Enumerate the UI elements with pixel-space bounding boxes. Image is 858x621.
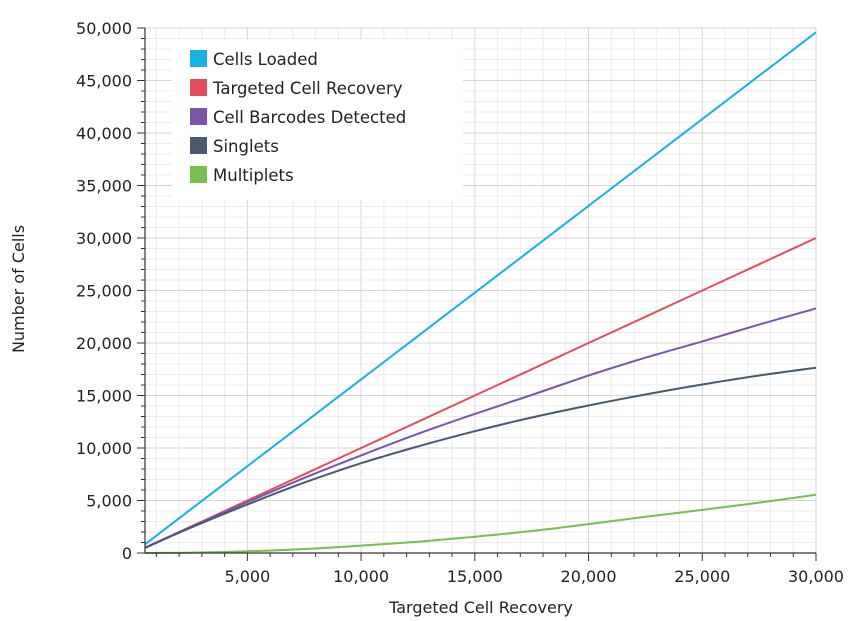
axes xyxy=(137,27,817,561)
legend-label-cell-barcodes-detected: Cell Barcodes Detected xyxy=(213,108,406,127)
legend-label-targeted-cell-recovery: Targeted Cell Recovery xyxy=(212,79,403,98)
legend-label-singlets: Singlets xyxy=(213,137,279,156)
y-tick-label: 35,000 xyxy=(76,177,132,196)
series-line-cell-barcodes-detected xyxy=(144,307,817,549)
legend: Cells Loaded Targeted Cell Recovery Cell B… xyxy=(172,40,463,200)
series-line-cells-loaded xyxy=(144,31,817,546)
series-line-targeted-cell-recovery xyxy=(144,237,817,549)
y-tick-label: 25,000 xyxy=(76,282,132,301)
y-tick-label: 45,000 xyxy=(76,72,132,91)
x-tick-label: 5,000 xyxy=(224,567,270,586)
legend-label-multiplets: Multiplets xyxy=(213,166,294,185)
series-line-multiplets xyxy=(144,493,817,554)
series-line-singlets xyxy=(144,366,817,549)
legend-swatch-singlets xyxy=(190,137,207,154)
y-tick-label: 20,000 xyxy=(76,334,132,353)
y-tick-label: 40,000 xyxy=(76,124,132,143)
x-tick-label: 15,000 xyxy=(447,567,503,586)
y-tick-label: 10,000 xyxy=(76,439,132,458)
y-tick-label: 5,000 xyxy=(86,492,132,511)
legend-swatch-cells-loaded xyxy=(190,50,207,67)
x-tick-label: 30,000 xyxy=(788,567,844,586)
y-tick-label: 0 xyxy=(122,544,132,563)
y-tick-label: 50,000 xyxy=(76,19,132,38)
y-tick-label: 30,000 xyxy=(76,229,132,248)
y-axis-title: Number of Cells xyxy=(9,225,28,353)
y-tick-label: 15,000 xyxy=(76,387,132,406)
tick-labels: 5,000 10,000 15,000 20,000 25,000 30,000 0 5,00… xyxy=(76,19,844,586)
legend-label-cells-loaded: Cells Loaded xyxy=(213,50,318,69)
x-tick-label: 10,000 xyxy=(333,567,389,586)
legend-swatch-multiplets xyxy=(190,166,207,183)
x-tick-label: 20,000 xyxy=(561,567,617,586)
x-tick-label: 25,000 xyxy=(674,567,730,586)
series-lines xyxy=(144,31,817,554)
legend-swatch-targeted-cell-recovery xyxy=(190,79,207,96)
legend-swatch-cell-barcodes-detected xyxy=(190,108,207,125)
x-axis-title: Targeted Cell Recovery xyxy=(388,598,573,617)
legend-box xyxy=(172,40,463,200)
